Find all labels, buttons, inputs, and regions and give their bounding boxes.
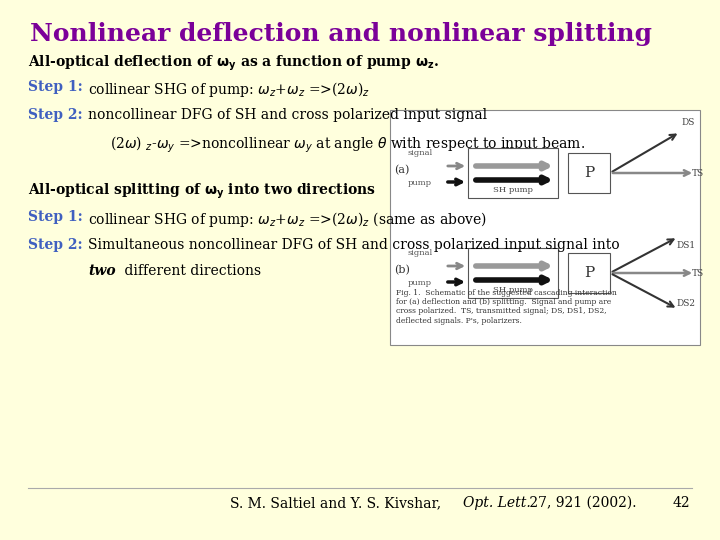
Text: different directions: different directions bbox=[120, 264, 261, 278]
Text: Simultaneous noncollinear DFG of SH and cross polarized input signal into: Simultaneous noncollinear DFG of SH and … bbox=[88, 238, 620, 252]
Text: DS: DS bbox=[681, 118, 695, 127]
Text: DS2: DS2 bbox=[677, 299, 696, 307]
Text: Step 1:: Step 1: bbox=[28, 210, 83, 224]
Text: P: P bbox=[584, 266, 594, 280]
Bar bbox=[568, 153, 610, 193]
Text: Fig. 1.  Schematic of the suggested cascading interaction
for (a) deflection and: Fig. 1. Schematic of the suggested casca… bbox=[396, 289, 617, 325]
Text: TS: TS bbox=[692, 168, 704, 178]
Text: noncollinear DFG of SH and cross polarized input signal: noncollinear DFG of SH and cross polariz… bbox=[88, 108, 487, 122]
Text: SH pump: SH pump bbox=[493, 286, 533, 294]
Text: 27, 921 (2002).: 27, 921 (2002). bbox=[525, 496, 636, 510]
Text: collinear SHG of pump: $\omega_z$+$\omega_z$ =>(2$\omega$)$_z$: collinear SHG of pump: $\omega_z$+$\omeg… bbox=[88, 80, 370, 99]
Text: pump: pump bbox=[408, 179, 432, 187]
Text: (2$\omega$) $_{z}$-$\omega_y$ =>noncollinear $\omega_y$ at angle $\theta$ with r: (2$\omega$) $_{z}$-$\omega_y$ =>noncolli… bbox=[110, 135, 585, 156]
Text: collinear SHG of pump: $\omega_z$+$\omega_z$ =>(2$\omega$)$_z$ (same as above): collinear SHG of pump: $\omega_z$+$\omeg… bbox=[88, 210, 487, 229]
Bar bbox=[468, 148, 558, 198]
Text: Step 1:: Step 1: bbox=[28, 80, 83, 94]
Text: (b): (b) bbox=[394, 265, 410, 275]
Text: DS1: DS1 bbox=[676, 240, 696, 249]
Text: P: P bbox=[584, 166, 594, 180]
Text: S. M. Saltiel and Y. S. Kivshar,: S. M. Saltiel and Y. S. Kivshar, bbox=[230, 496, 446, 510]
Text: signal: signal bbox=[408, 249, 433, 257]
Text: 42: 42 bbox=[672, 496, 690, 510]
Text: pump: pump bbox=[408, 279, 432, 287]
Text: All-optical splitting of $\mathbf{\omega_y}$ into two directions: All-optical splitting of $\mathbf{\omega… bbox=[28, 182, 376, 201]
Text: two: two bbox=[88, 264, 116, 278]
Text: All-optical deflection of $\mathbf{\omega_y}$ as a function of pump $\mathbf{\om: All-optical deflection of $\mathbf{\omeg… bbox=[28, 54, 439, 73]
Text: Step 2:: Step 2: bbox=[28, 108, 83, 122]
Text: SH pump: SH pump bbox=[493, 186, 533, 194]
Bar bbox=[390, 110, 700, 345]
Text: Step 2:: Step 2: bbox=[28, 238, 83, 252]
Bar bbox=[468, 248, 558, 298]
Bar bbox=[568, 253, 610, 293]
Text: signal: signal bbox=[408, 149, 433, 157]
Text: (a): (a) bbox=[395, 165, 410, 175]
Text: Nonlinear deflection and nonlinear splitting: Nonlinear deflection and nonlinear split… bbox=[30, 22, 652, 46]
Text: Opt. Lett.: Opt. Lett. bbox=[463, 496, 531, 510]
Text: TS: TS bbox=[692, 268, 704, 278]
